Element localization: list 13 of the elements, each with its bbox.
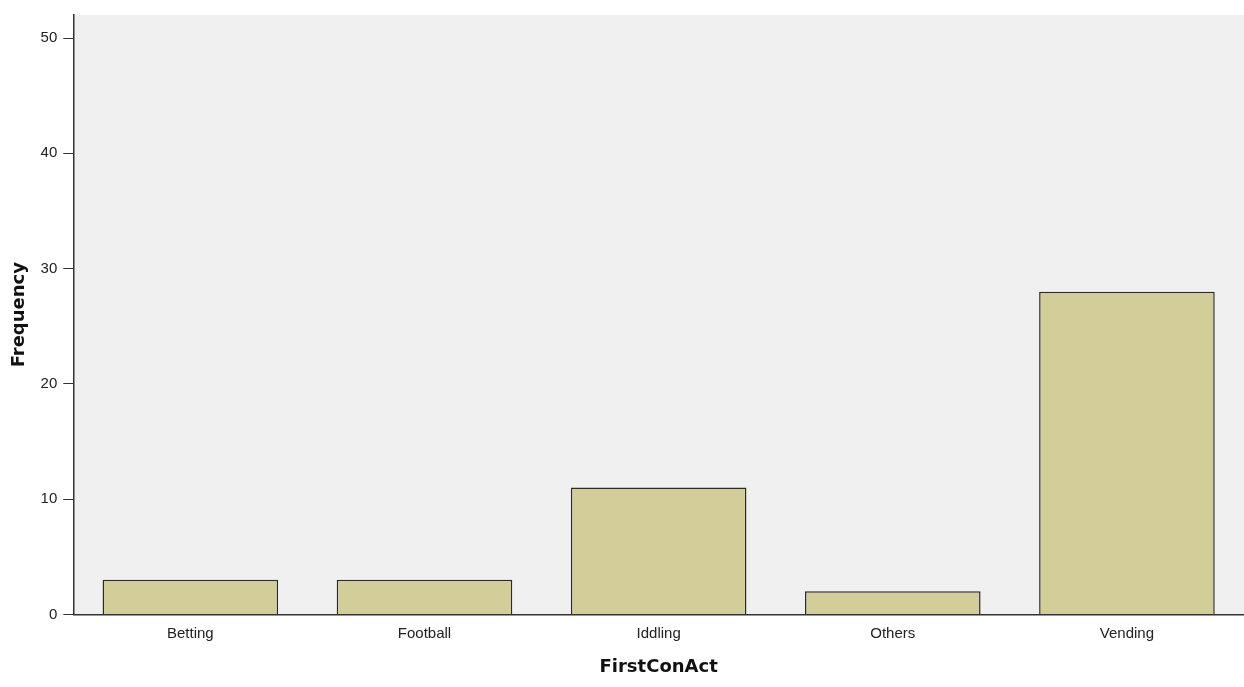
x-tick-label: Football	[397, 623, 452, 641]
y-tick-label: 50	[40, 28, 58, 46]
x-tick-label: Vending	[1099, 623, 1155, 641]
x-axis-title: FirstConAct	[599, 654, 719, 676]
x-tick-label: Betting	[167, 623, 214, 641]
y-tick-label: 10	[40, 489, 58, 507]
y-axis-title: Frequency	[7, 261, 29, 368]
x-tick-label: Others	[870, 623, 916, 641]
y-tick-label: 40	[40, 143, 58, 161]
y-tick-label: 20	[40, 374, 58, 391]
y-tick-label: 30	[40, 258, 58, 276]
x-tick-label: Iddling	[636, 623, 681, 641]
y-tick-label: 0	[48, 604, 58, 622]
